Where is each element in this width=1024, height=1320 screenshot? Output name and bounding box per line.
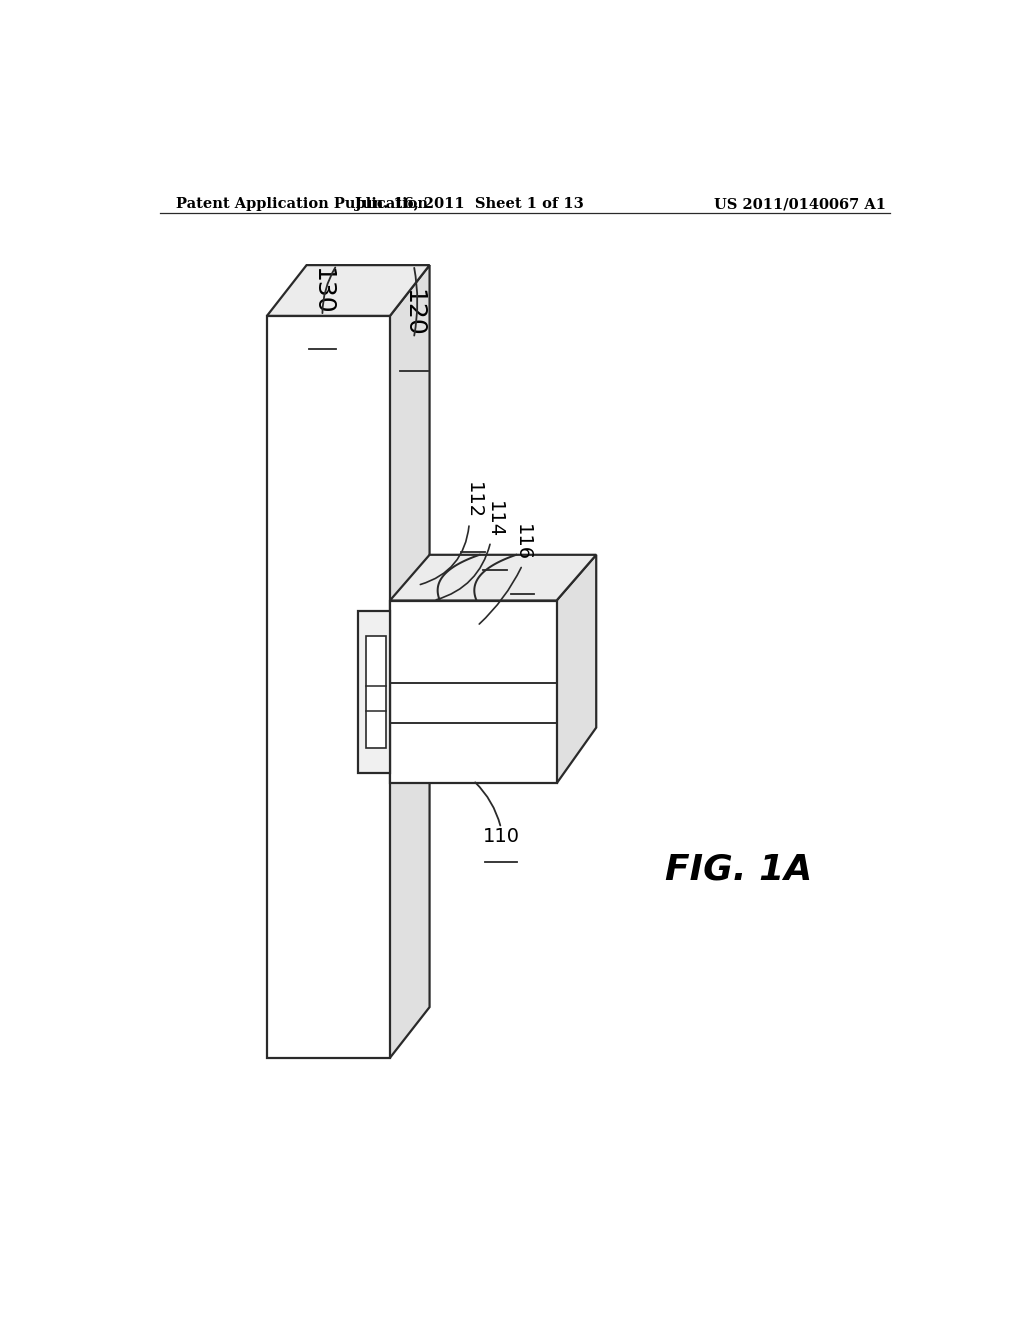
Text: 112: 112 [464,482,482,520]
Polygon shape [267,315,390,1057]
Polygon shape [390,601,557,784]
Text: FIG. 1A: FIG. 1A [666,853,813,887]
Text: 114: 114 [485,500,504,537]
Polygon shape [390,265,430,1057]
Polygon shape [267,265,430,315]
Text: US 2011/0140067 A1: US 2011/0140067 A1 [714,197,886,211]
Polygon shape [557,554,596,784]
Text: 110: 110 [482,826,519,846]
Text: 130: 130 [310,267,335,314]
Text: 116: 116 [513,524,531,561]
Polygon shape [367,636,386,748]
Text: Jun. 16, 2011  Sheet 1 of 13: Jun. 16, 2011 Sheet 1 of 13 [355,197,584,211]
Text: Patent Application Publication: Patent Application Publication [176,197,428,211]
Polygon shape [390,554,596,601]
Text: 120: 120 [401,289,426,337]
Polygon shape [358,611,390,774]
